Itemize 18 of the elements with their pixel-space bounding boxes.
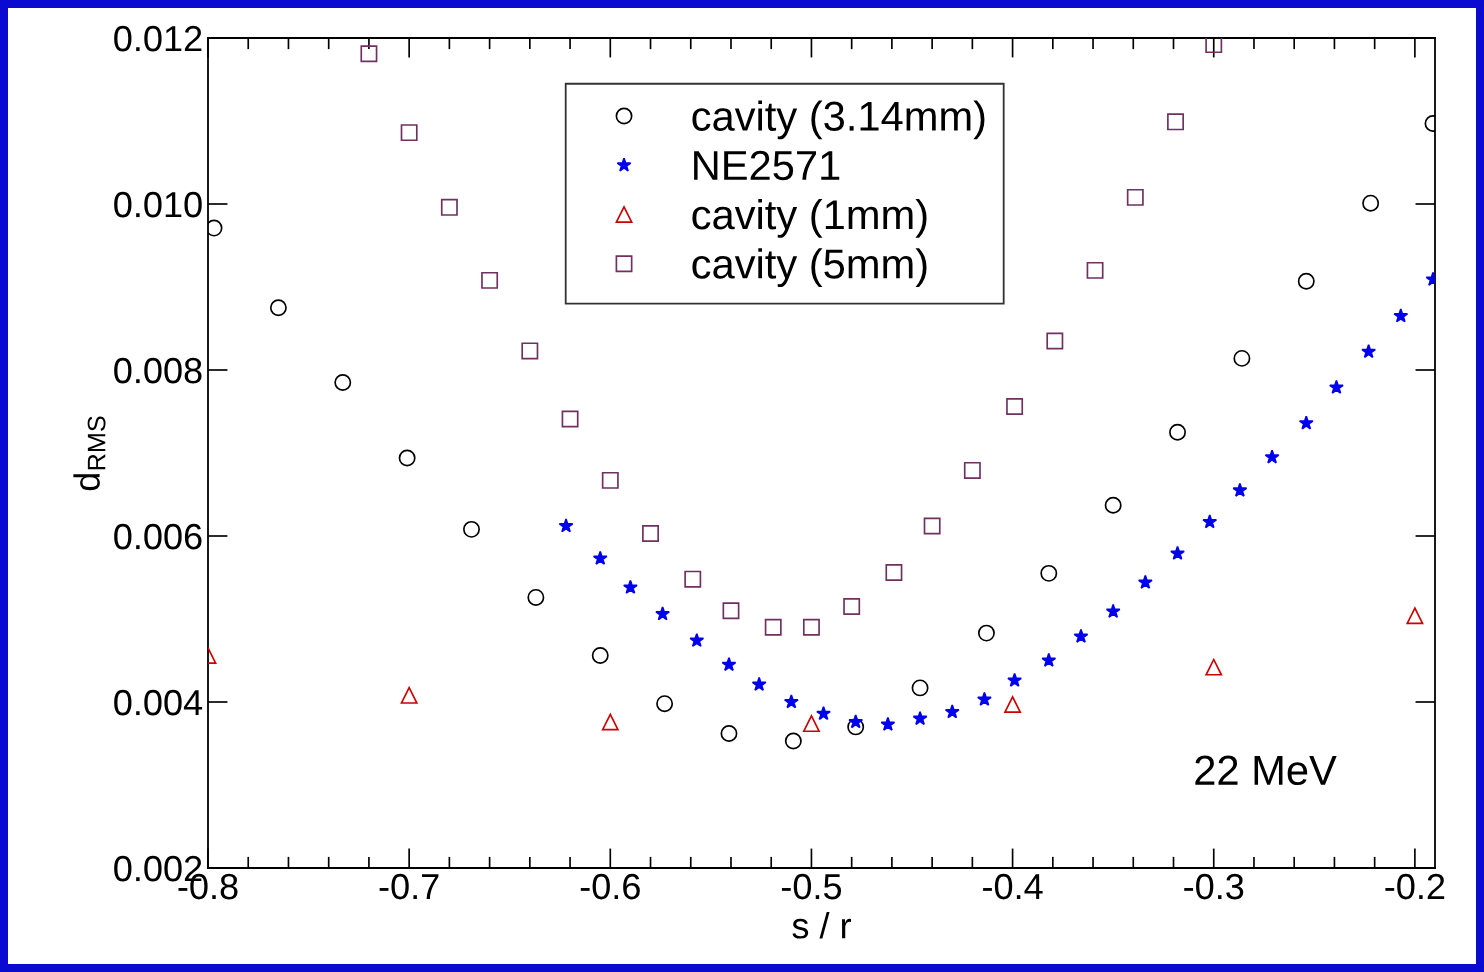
legend-label: cavity (5mm)	[692, 248, 927, 288]
annotation: 22 MeV	[1195, 755, 1337, 786]
x-tick-label: -0.4	[983, 873, 1043, 900]
x-axis-title: s / r	[792, 912, 851, 939]
legend-label: cavity (3.14mm)	[692, 100, 985, 140]
y-tick-label: 0.010	[114, 191, 202, 218]
x-tick-label: -0.2	[1385, 873, 1445, 900]
y-tick-label: 0.004	[114, 689, 203, 716]
legend-label: NE2571	[694, 150, 840, 181]
y-axis-title: d$_{RMS}$	[73, 416, 106, 491]
y-tick-label: 0.012	[114, 25, 202, 52]
legend-label: cavity (1mm)	[692, 198, 927, 238]
y-tick-label: 0.008	[114, 357, 202, 384]
y-tick-label: 0.006	[114, 523, 202, 550]
x-tick-label: -0.6	[580, 873, 640, 900]
x-tick-label: -0.5	[781, 873, 842, 900]
x-tick-label: -0.3	[1184, 873, 1244, 900]
x-tick-label: -0.7	[379, 873, 439, 900]
